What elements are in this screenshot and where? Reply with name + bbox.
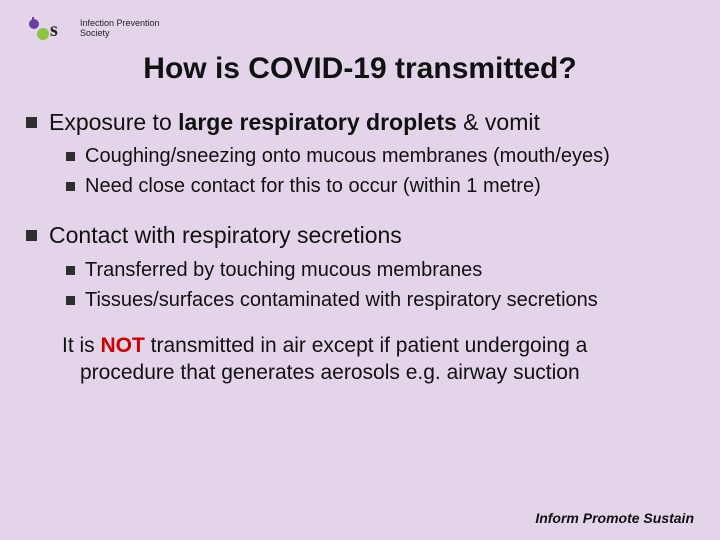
slide: s Infection Prevention Society How is CO… xyxy=(0,0,720,540)
bullet-text: Contact with respiratory secretions xyxy=(49,221,402,250)
note-text: It is NOT transmitted in air except if p… xyxy=(62,333,664,387)
bullet-level1: Exposure to large respiratory droplets &… xyxy=(26,108,700,137)
bullet-text: Need close contact for this to occur (wi… xyxy=(85,173,541,199)
bullet-level2: Tissues/surfaces contaminated with respi… xyxy=(66,287,700,313)
bullet-text: Exposure to large respiratory droplets &… xyxy=(49,108,540,137)
bullet-level2: Need close contact for this to occur (wi… xyxy=(66,173,700,199)
page-title: How is COVID-19 transmitted? xyxy=(20,52,700,86)
square-bullet-icon xyxy=(26,117,37,128)
square-bullet-icon xyxy=(66,296,75,305)
logo-mark-icon: s xyxy=(26,14,74,42)
bullet-text: Coughing/sneezing onto mucous membranes … xyxy=(85,143,610,169)
bullet-level2: Coughing/sneezing onto mucous membranes … xyxy=(66,143,700,169)
square-bullet-icon xyxy=(66,182,75,191)
footer-tagline: Inform Promote Sustain xyxy=(535,510,694,526)
square-bullet-icon xyxy=(66,152,75,161)
square-bullet-icon xyxy=(66,266,75,275)
square-bullet-icon xyxy=(26,230,37,241)
bullet-level1: Contact with respiratory secretions xyxy=(26,221,700,250)
bullet-level2: Transferred by touching mucous membranes xyxy=(66,257,700,283)
bullet-text: Tissues/surfaces contaminated with respi… xyxy=(85,287,598,313)
logo-text: Infection Prevention Society xyxy=(80,18,160,39)
logo-line1: Infection Prevention xyxy=(80,18,160,28)
bullet-text: Transferred by touching mucous membranes xyxy=(85,257,482,283)
not-emphasis: NOT xyxy=(101,334,145,357)
logo: s Infection Prevention Society xyxy=(26,14,700,42)
svg-text:s: s xyxy=(50,19,58,41)
logo-line2: Society xyxy=(80,28,160,38)
